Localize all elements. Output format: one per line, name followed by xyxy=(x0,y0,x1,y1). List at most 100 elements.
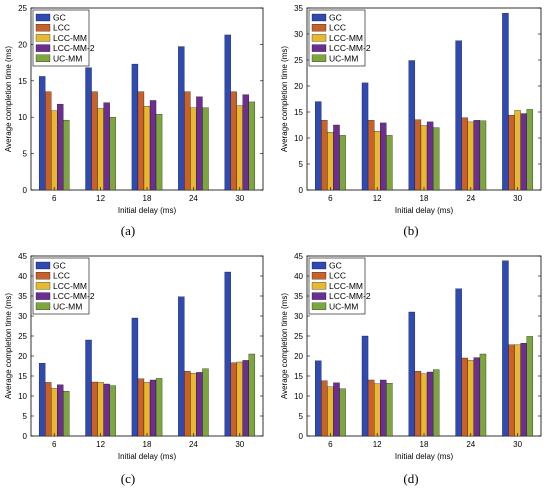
bar xyxy=(149,379,157,437)
legend-swatch xyxy=(35,34,51,42)
x-axis-label: Initial delay (ms) xyxy=(395,206,454,215)
bar xyxy=(184,371,191,437)
panel-label: (a) xyxy=(121,223,135,238)
y-tick-label: 20 xyxy=(18,352,27,361)
y-tick-label: 35 xyxy=(18,292,27,301)
y-tick-label: 15 xyxy=(294,372,303,381)
legend-swatch xyxy=(35,272,51,280)
bar xyxy=(479,353,487,437)
bar xyxy=(190,373,197,437)
legend-swatch xyxy=(311,34,327,42)
y-tick-label: 25 xyxy=(294,332,303,341)
bar xyxy=(137,378,145,437)
legend-entry: UC-MM xyxy=(53,301,82,311)
bar xyxy=(333,124,340,191)
bar xyxy=(131,317,139,437)
y-tick-label: 35 xyxy=(294,4,303,13)
bar xyxy=(467,121,474,191)
y-tick-label: 15 xyxy=(18,372,27,381)
legend-swatch xyxy=(311,282,327,290)
bar xyxy=(57,384,64,437)
bar xyxy=(97,382,104,437)
x-tick-label: 18 xyxy=(420,194,429,203)
bar xyxy=(380,379,387,437)
bar xyxy=(473,120,481,191)
y-tick-label: 10 xyxy=(18,392,27,401)
bar xyxy=(367,379,375,437)
bar xyxy=(426,121,434,191)
y-tick-label: 40 xyxy=(18,272,27,281)
y-tick-label: 20 xyxy=(18,40,27,49)
y-tick-label: 35 xyxy=(294,292,303,301)
panel-label: (d) xyxy=(403,471,418,486)
x-tick-label: 30 xyxy=(513,440,522,449)
bar xyxy=(526,336,533,437)
bar xyxy=(514,344,521,437)
y-tick-label: 10 xyxy=(18,113,27,122)
legend-entry: GC xyxy=(53,261,66,271)
bar xyxy=(327,386,334,437)
chart-panel-3: 0 5 10 15 20 25 30 35 40 45 6 12 18 24 30 Initial delay… xyxy=(4,252,264,486)
bar xyxy=(248,101,256,191)
bar xyxy=(414,371,422,437)
bar xyxy=(38,363,46,437)
bar xyxy=(109,385,116,437)
x-tick-label: 24 xyxy=(189,440,198,449)
bar xyxy=(461,117,468,191)
bar xyxy=(315,360,322,437)
bar xyxy=(97,108,104,191)
y-tick-label: 10 xyxy=(294,392,303,401)
y-tick-label: 30 xyxy=(294,312,303,321)
bar xyxy=(63,391,70,437)
y-tick-label: 5 xyxy=(299,160,304,169)
y-tick-label: 30 xyxy=(294,30,303,39)
x-tick-label: 12 xyxy=(96,194,105,203)
bar xyxy=(432,369,440,437)
x-tick-label: 12 xyxy=(96,440,105,449)
x-axis-label: Initial delay (ms) xyxy=(118,452,177,461)
legend-entry: LCC-MM xyxy=(53,281,87,291)
bar xyxy=(224,271,231,437)
x-tick-label: 18 xyxy=(420,440,429,449)
bar xyxy=(248,353,256,437)
bar xyxy=(45,91,52,191)
x-tick-label: 12 xyxy=(373,440,382,449)
legend-swatch xyxy=(311,261,327,270)
bar xyxy=(149,100,157,191)
y-tick-label: 25 xyxy=(18,332,27,341)
bar xyxy=(178,46,185,191)
bar xyxy=(361,335,369,437)
legend-swatch xyxy=(311,272,327,280)
panel-label: (b) xyxy=(403,223,418,238)
legend-swatch xyxy=(35,24,51,32)
x-tick-label: 30 xyxy=(513,194,522,203)
chart-panel-2: 0 5 10 15 20 25 30 35 6 12 18 24 30 Initial delay (ms… xyxy=(280,4,542,238)
bar xyxy=(520,343,527,437)
bar xyxy=(461,357,468,437)
panel-label: (c) xyxy=(121,471,135,486)
bar xyxy=(426,371,434,437)
bar xyxy=(230,362,237,437)
y-tick-label: 5 xyxy=(23,150,28,159)
y-tick-label: 15 xyxy=(294,108,303,117)
bar xyxy=(155,114,163,191)
bar xyxy=(85,339,92,437)
y-tick-label: 20 xyxy=(294,352,303,361)
legend-swatch xyxy=(311,24,327,32)
chart-panel-1: 0 5 10 15 20 25 6 12 18 24 30 Initial delay (ms) Ave… xyxy=(4,4,264,238)
x-tick-label: 30 xyxy=(235,440,244,449)
bar xyxy=(196,372,203,437)
bar xyxy=(367,120,375,191)
legend-swatch xyxy=(35,54,51,62)
bar xyxy=(432,127,440,191)
bar xyxy=(380,122,387,191)
legend-entry: LCC-MM-2 xyxy=(53,43,95,53)
bar xyxy=(333,382,340,437)
legend-swatch xyxy=(35,302,51,310)
legend-swatch xyxy=(311,54,327,62)
bar xyxy=(520,113,527,191)
legend-entry: LCC-MM-2 xyxy=(53,291,95,301)
